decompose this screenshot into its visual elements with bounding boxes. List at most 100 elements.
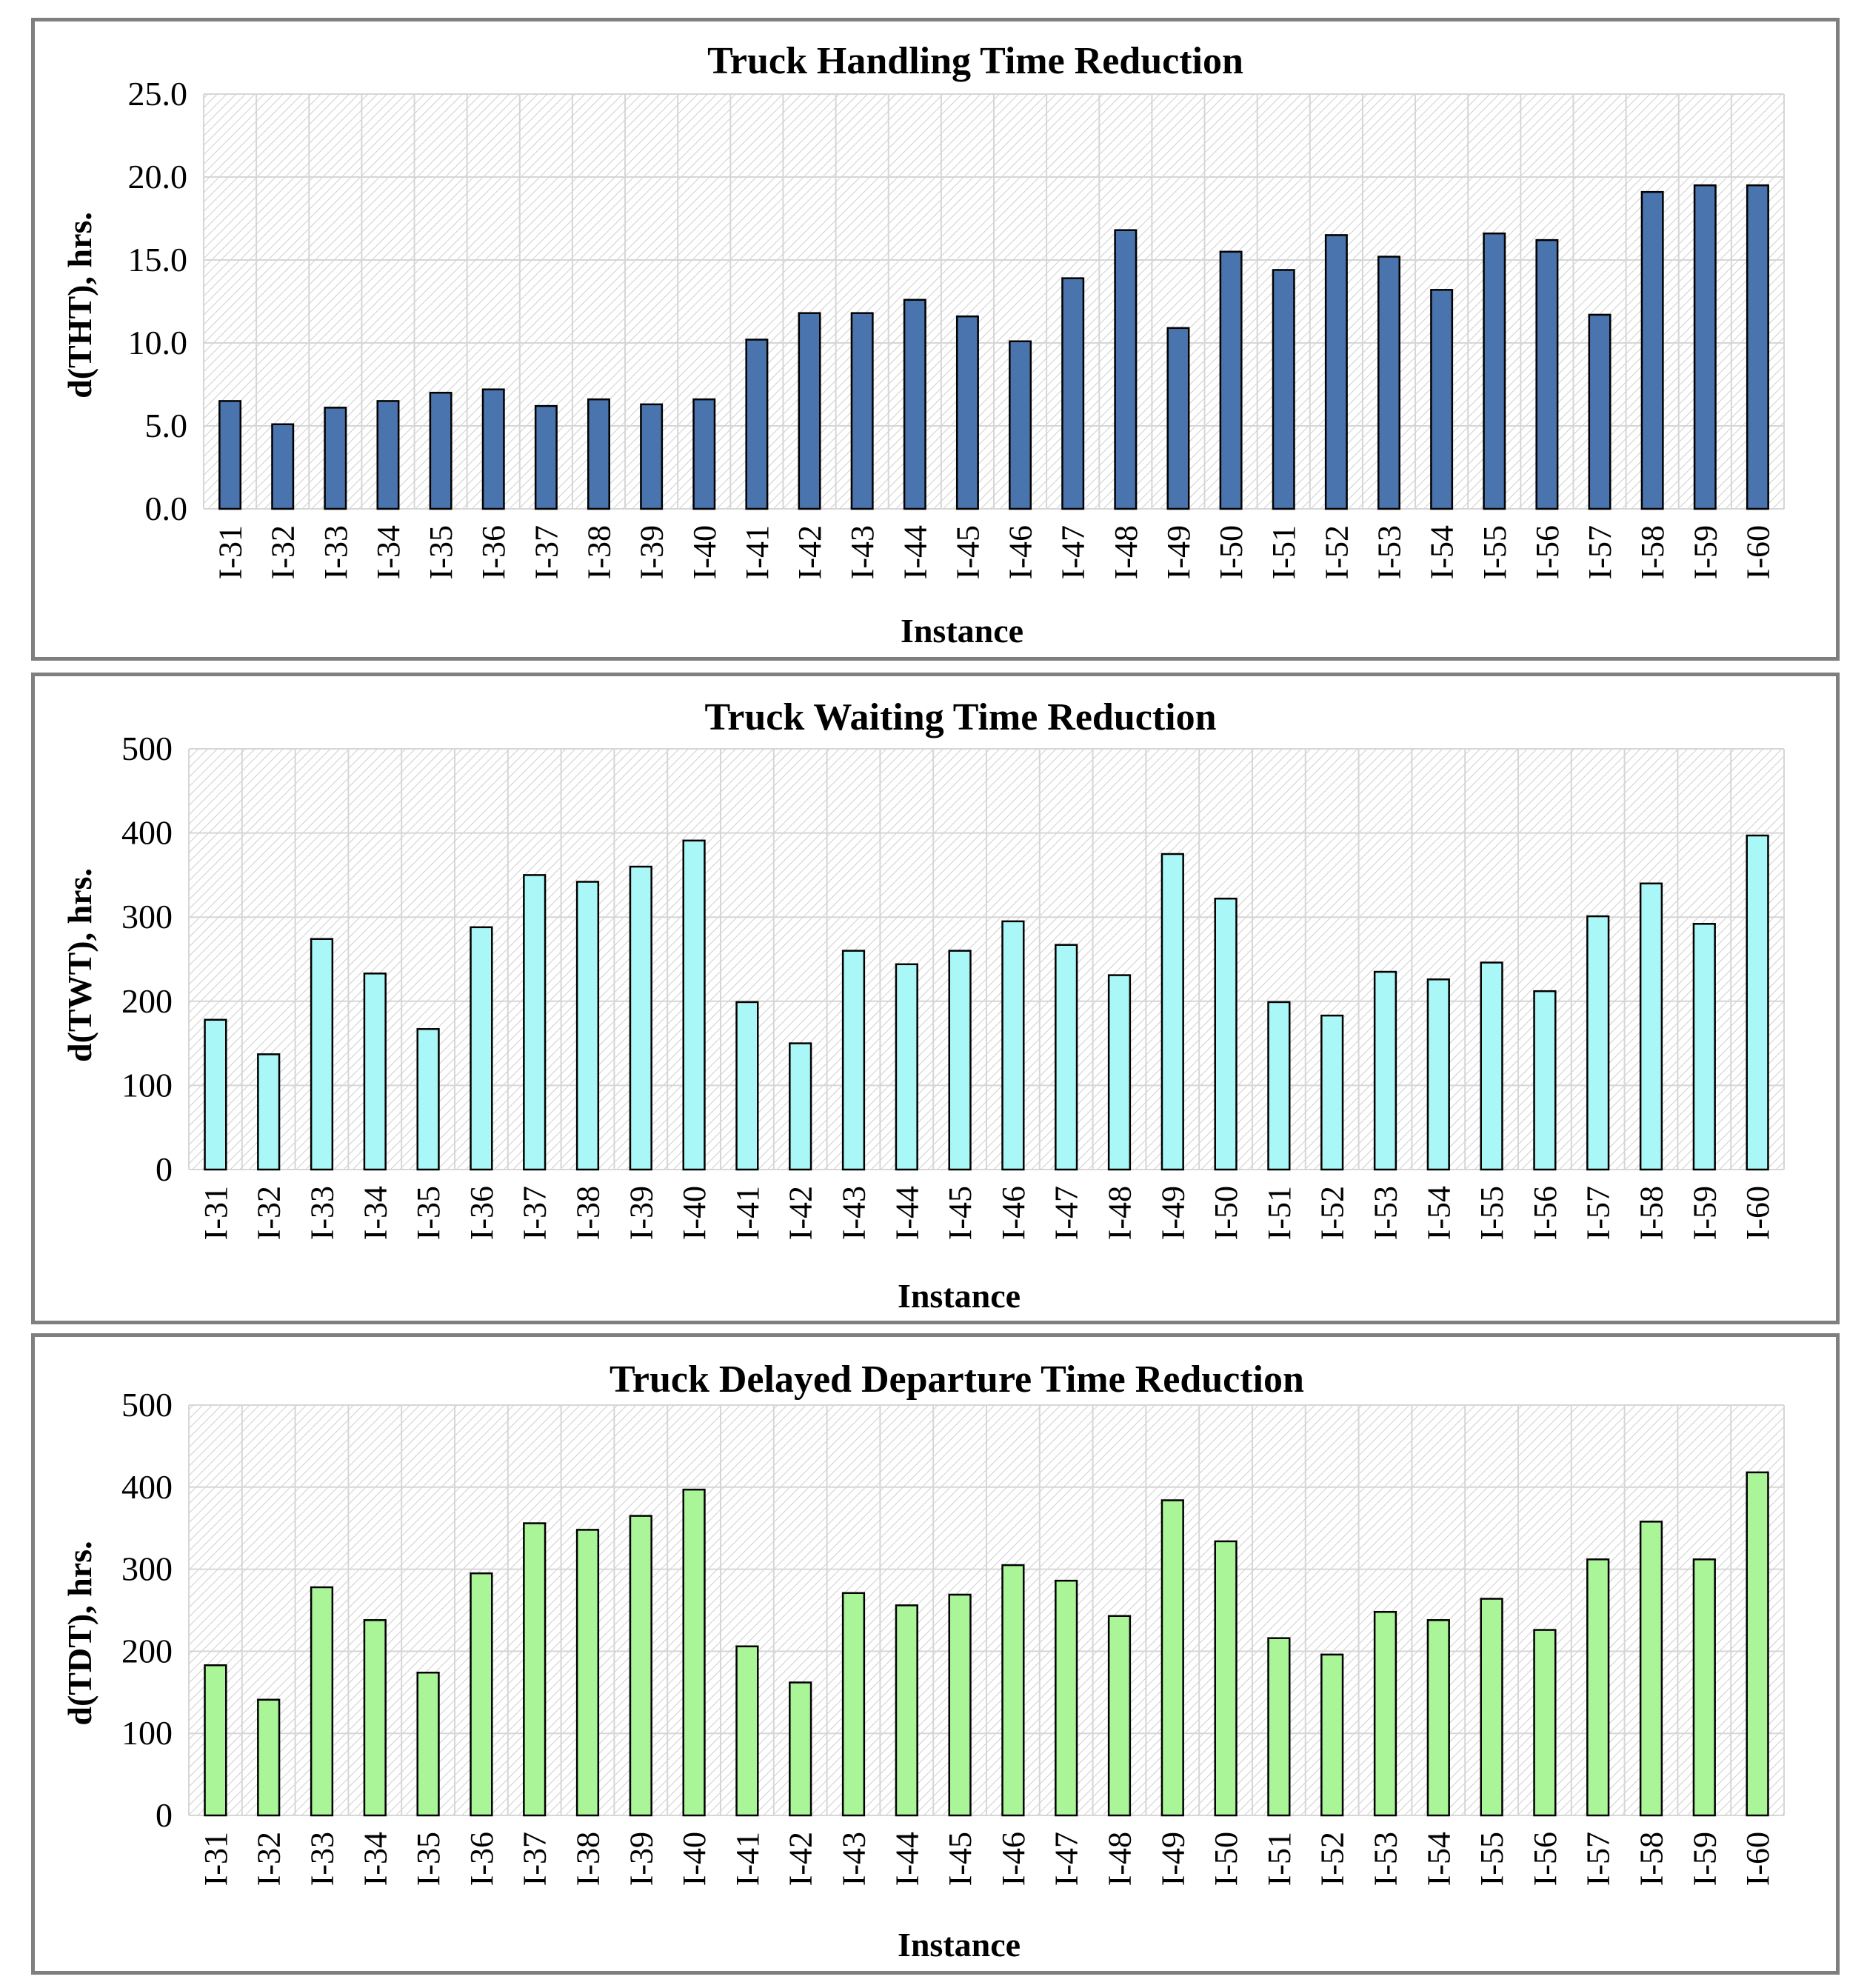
bar <box>789 1042 812 1171</box>
x-tick-label: I-56 <box>1527 1832 1563 1886</box>
bar <box>789 1681 812 1817</box>
x-tick-label: I-38 <box>570 1186 607 1240</box>
bar <box>798 312 821 510</box>
chart-title: Truck Handling Time Reduction <box>707 40 1243 82</box>
bar <box>948 950 972 1171</box>
x-tick-label: I-38 <box>570 1832 607 1886</box>
bar <box>903 298 926 510</box>
x-tick-label: I-33 <box>318 525 354 579</box>
bar <box>310 938 334 1171</box>
bar <box>218 400 242 510</box>
bar <box>1267 1001 1291 1171</box>
x-tick-label: I-46 <box>995 1832 1032 1886</box>
bar <box>470 926 493 1171</box>
bar <box>523 1522 547 1817</box>
bar <box>204 1018 227 1171</box>
x-tick-label: I-51 <box>1266 525 1302 579</box>
bar <box>523 874 547 1171</box>
x-tick-label: I-54 <box>1420 1186 1457 1240</box>
x-tick-label: I-59 <box>1687 525 1723 579</box>
y-tick-label: 400 <box>121 1468 173 1506</box>
x-tick-label: I-37 <box>517 1186 553 1240</box>
bar <box>948 1593 972 1817</box>
x-tick-label: I-36 <box>464 1832 500 1886</box>
y-tick-label: 400 <box>121 814 173 852</box>
bar <box>1001 1564 1025 1817</box>
x-tick-label: I-32 <box>265 525 301 579</box>
x-tick-label: I-57 <box>1580 1186 1617 1240</box>
bar <box>1426 1619 1450 1817</box>
bar <box>1639 882 1663 1171</box>
bar <box>1692 923 1716 1171</box>
x-tick-label: I-52 <box>1318 525 1355 579</box>
bar <box>1320 1014 1344 1171</box>
x-axis-label: Instance <box>898 1277 1021 1315</box>
x-tick-label: I-55 <box>1474 1186 1510 1240</box>
chart-panel-twt: Truck Waiting Time Reduction d(TWT), hrs… <box>31 673 1840 1324</box>
x-tick-label: I-44 <box>889 1832 925 1886</box>
bar <box>1107 1615 1132 1817</box>
bar <box>1377 256 1400 510</box>
bar <box>324 407 347 510</box>
x-tick-label: I-53 <box>1368 1186 1404 1240</box>
bar <box>841 950 866 1171</box>
x-tick-label: I-37 <box>517 1832 553 1886</box>
bar <box>1001 920 1025 1171</box>
chart-title: Truck Waiting Time Reduction <box>704 696 1216 738</box>
bar <box>1588 313 1612 510</box>
x-tick-label: I-59 <box>1686 1186 1723 1240</box>
bar <box>416 1671 440 1817</box>
bar <box>1533 990 1557 1171</box>
y-tick-label: 300 <box>121 1550 173 1588</box>
bar <box>1430 289 1454 510</box>
x-tick-label: I-57 <box>1580 1832 1617 1886</box>
x-tick-label: I-45 <box>949 525 986 579</box>
bar <box>1746 834 1769 1171</box>
bar <box>1483 232 1506 510</box>
x-tick-label: I-36 <box>464 1186 500 1240</box>
bar <box>481 388 505 510</box>
x-tick-label: I-31 <box>198 1832 234 1886</box>
bar <box>1586 1558 1610 1817</box>
bar <box>1533 1629 1557 1817</box>
x-tick-label: I-41 <box>729 1832 766 1886</box>
x-tick-label: I-49 <box>1155 1186 1191 1240</box>
x-tick-label: I-31 <box>198 1186 234 1240</box>
bar <box>735 1645 759 1817</box>
y-tick-label: 100 <box>121 1066 173 1104</box>
bar <box>682 839 706 1171</box>
y-tick-label: 300 <box>121 898 173 935</box>
bar <box>735 1001 759 1171</box>
x-tick-label: I-55 <box>1477 525 1513 579</box>
bar <box>841 1592 866 1817</box>
x-tick-label: I-40 <box>676 1186 712 1240</box>
y-axis-label: d(TDT), hrs. <box>61 1541 98 1725</box>
x-tick-label: I-38 <box>581 525 618 579</box>
x-tick-label: I-47 <box>1049 1832 1085 1886</box>
tht-bar-chart: Truck Handling Time Reduction d(THT), hr… <box>61 40 1785 650</box>
x-tick-label: I-34 <box>357 1186 393 1240</box>
x-tick-label: I-48 <box>1102 1832 1138 1886</box>
bar <box>1746 184 1769 510</box>
bar <box>692 398 716 510</box>
x-tick-label: I-32 <box>251 1186 287 1240</box>
x-tick-label: I-41 <box>739 525 775 579</box>
x-tick-label: I-36 <box>475 525 512 579</box>
x-tick-label: I-52 <box>1315 1832 1351 1886</box>
bar <box>1692 1558 1716 1817</box>
bar <box>257 1053 281 1171</box>
y-tick-label: 15.0 <box>128 241 188 278</box>
x-tick-label: I-44 <box>889 1186 925 1240</box>
x-tick-label: I-60 <box>1740 1186 1776 1240</box>
y-tick-label: 0 <box>156 1796 173 1834</box>
x-tick-label: I-53 <box>1368 1832 1404 1886</box>
bar <box>1480 1598 1503 1817</box>
x-tick-label: I-35 <box>423 525 459 579</box>
bar <box>376 400 400 510</box>
bar <box>1009 340 1032 510</box>
bar <box>1166 327 1190 510</box>
bar <box>1693 184 1717 510</box>
bar <box>629 1515 652 1817</box>
x-tick-label: I-40 <box>687 525 723 579</box>
bar <box>271 423 295 510</box>
